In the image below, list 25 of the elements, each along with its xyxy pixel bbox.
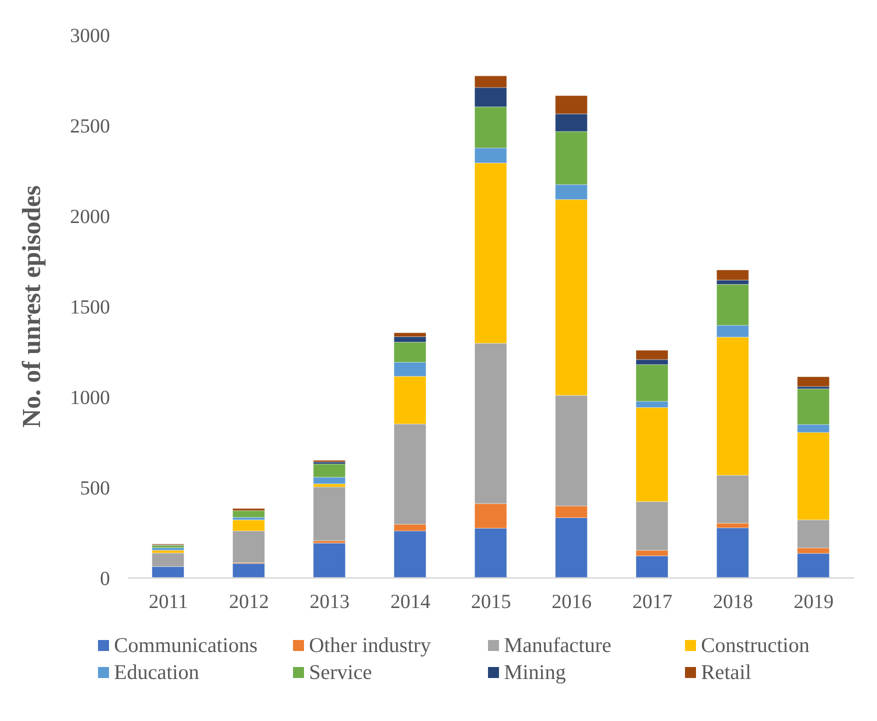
legend-label: Retail — [701, 660, 752, 685]
y-tick-label: 2000 — [70, 206, 110, 228]
legend-label: Communications — [114, 633, 258, 658]
legend-label: Other industry — [309, 633, 431, 658]
y-tick-label: 1500 — [70, 296, 110, 319]
y-tick-label: 1000 — [70, 387, 110, 410]
legend-label: Construction — [701, 633, 810, 658]
legend-label: Manufacture — [504, 633, 612, 658]
legend-label: Service — [309, 660, 372, 685]
y-tick-label: 3000 — [70, 25, 110, 48]
x-tick-label: 2013 — [310, 591, 350, 614]
y-tick-label: 0 — [100, 568, 110, 590]
x-tick-label: 2012 — [229, 591, 269, 614]
y-tick-label: 2500 — [70, 116, 110, 138]
x-tick-label: 2011 — [148, 591, 188, 614]
x-tick-label: 2014 — [390, 591, 430, 614]
legend-label: Education — [114, 660, 200, 685]
y-axis-title: No. of unrest episodes — [17, 185, 46, 428]
x-tick-label: 2015 — [471, 591, 511, 614]
legend-label: Mining — [504, 660, 566, 685]
x-tick-label: 2017 — [632, 591, 672, 614]
x-tick-label: 2019 — [794, 591, 834, 614]
x-tick-label: 2018 — [713, 591, 753, 614]
y-tick-label: 500 — [80, 478, 110, 500]
x-tick-label: 2016 — [552, 591, 592, 614]
